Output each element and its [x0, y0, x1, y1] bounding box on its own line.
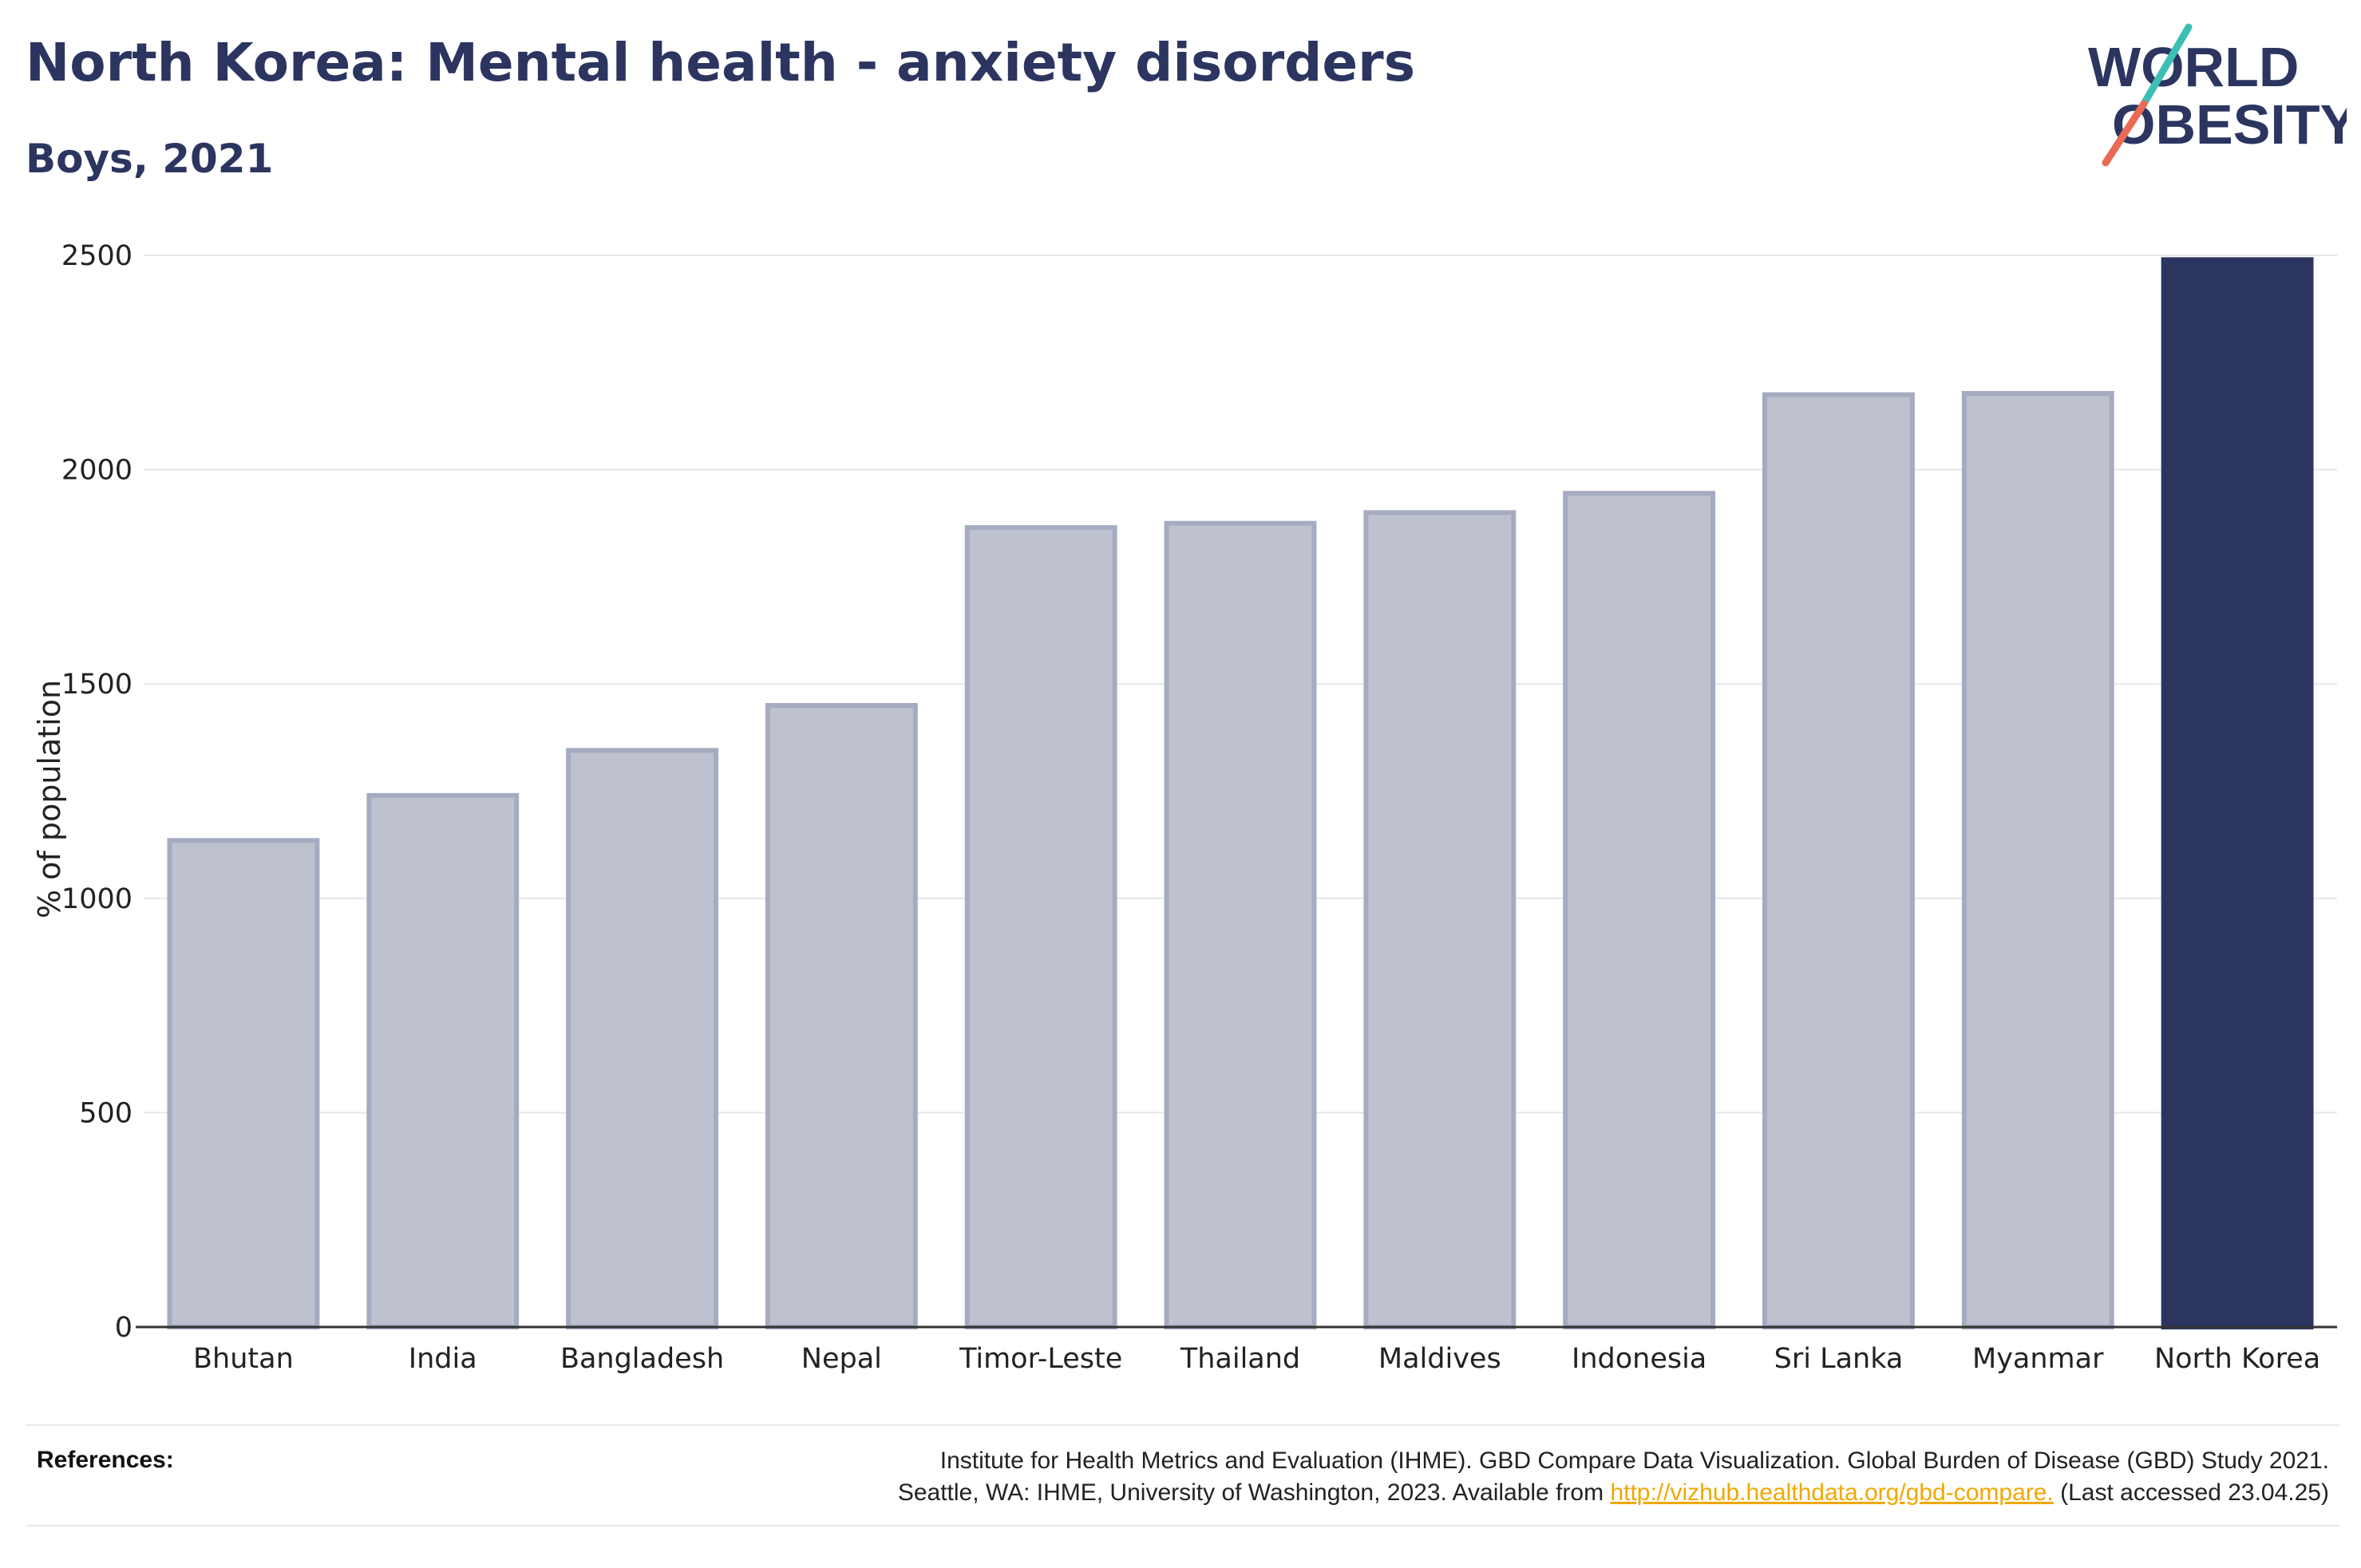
y-tick-labels: 0 500 1000 1500 2000 2500 [61, 240, 132, 1344]
logo-slash-teal [2140, 23, 2193, 108]
x-tick-label: Indonesia [1572, 1343, 1706, 1375]
bar-bhutan [167, 838, 320, 1329]
chart-subtitle: Boys, 2021 [26, 136, 274, 182]
x-tick-labels: Bhutan India Bangladesh Nepal Timor-Leste Tha… [193, 1343, 2320, 1375]
bar-north-korea [2161, 257, 2314, 1330]
bar-india [366, 792, 520, 1329]
y-tick-label: 2000 [61, 455, 132, 487]
bar-sri-lanka [1762, 392, 1915, 1330]
world-obesity-logo: WORLD OBESITY [2088, 23, 2347, 167]
x-tick-label: Bhutan [193, 1343, 294, 1375]
bar-nepal [765, 703, 918, 1329]
y-tick-label: 1500 [61, 669, 132, 701]
x-tick-label: Nepal [801, 1343, 882, 1375]
x-tick-label: Myanmar [1972, 1343, 2104, 1375]
x-tick-label: Timor-Leste [959, 1343, 1122, 1375]
y-axis-title: % of population [32, 680, 67, 918]
bar-timor-leste [964, 525, 1117, 1329]
y-tick-label: 500 [79, 1097, 132, 1129]
references-panel: References: Institute for Health Metrics… [26, 1424, 2340, 1527]
bar-chart: 0 500 1000 1500 2000 2500 Bhutan India Banglade… [32, 240, 2337, 1375]
logo-line-1: WORLD [2088, 36, 2299, 98]
x-tick-label: Thailand [1180, 1343, 1300, 1375]
logo-slash-coral [2102, 100, 2148, 167]
x-tick-label: North Korea [2154, 1343, 2320, 1375]
bars [167, 257, 2314, 1330]
references-line-2: Seattle, WA: IHME, University of Washing… [493, 1477, 2329, 1509]
y-tick-label: 1000 [61, 883, 132, 915]
chart-title: North Korea: Mental health - anxiety dis… [26, 32, 1416, 93]
references-link[interactable]: http://vizhub.healthdata.org/gbd-compare… [1610, 1479, 2054, 1506]
bar-bangladesh [566, 748, 718, 1329]
x-tick-label: Maldives [1378, 1343, 1501, 1375]
references-line-2-prefix: Seattle, WA: IHME, University of Washing… [897, 1479, 1611, 1506]
x-tick-label: Sri Lanka [1774, 1343, 1904, 1375]
references-label: References: [37, 1447, 174, 1473]
bar-maldives [1363, 510, 1517, 1329]
references-line-1: Institute for Health Metrics and Evaluat… [939, 1448, 2329, 1474]
bar-myanmar [1961, 390, 2114, 1329]
y-tick-label: 2500 [61, 240, 132, 272]
bar-thailand [1164, 520, 1317, 1329]
x-tick-label: India [409, 1343, 477, 1375]
references-text: Institute for Health Metrics and Evaluat… [493, 1445, 2329, 1509]
bar-indonesia [1563, 491, 1716, 1329]
references-line-2-suffix: (Last accessed 23.04.25) [2053, 1479, 2329, 1506]
logo-line-2: OBESITY [2112, 93, 2347, 156]
x-tick-label: Bangladesh [560, 1343, 724, 1375]
y-tick-label: 0 [115, 1312, 132, 1344]
